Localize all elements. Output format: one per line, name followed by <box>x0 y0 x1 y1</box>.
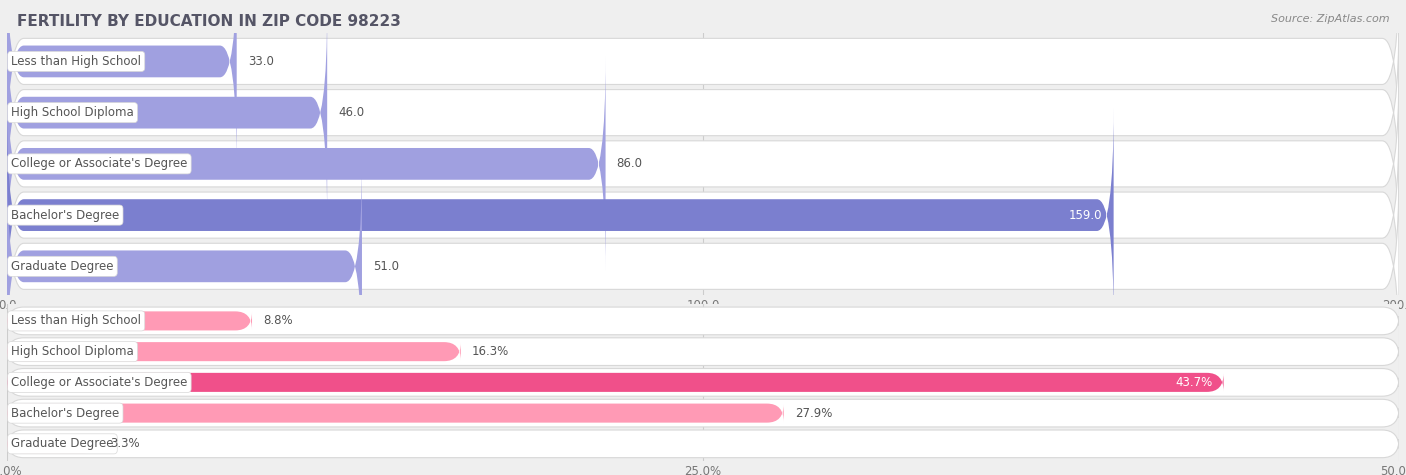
FancyBboxPatch shape <box>7 369 1399 396</box>
FancyBboxPatch shape <box>7 307 1399 335</box>
Text: High School Diploma: High School Diploma <box>11 106 134 119</box>
FancyBboxPatch shape <box>7 0 1399 162</box>
Text: Bachelor's Degree: Bachelor's Degree <box>11 407 120 419</box>
Text: 33.0: 33.0 <box>247 55 274 68</box>
Text: 27.9%: 27.9% <box>794 407 832 419</box>
Text: Bachelor's Degree: Bachelor's Degree <box>11 209 120 222</box>
FancyBboxPatch shape <box>7 159 361 373</box>
FancyBboxPatch shape <box>7 399 1399 427</box>
Text: FERTILITY BY EDUCATION IN ZIP CODE 98223: FERTILITY BY EDUCATION IN ZIP CODE 98223 <box>17 14 401 29</box>
Text: Less than High School: Less than High School <box>11 55 141 68</box>
Text: 159.0: 159.0 <box>1069 209 1102 222</box>
FancyBboxPatch shape <box>7 0 236 169</box>
Text: Less than High School: Less than High School <box>11 314 141 327</box>
Text: 86.0: 86.0 <box>617 157 643 171</box>
Text: College or Associate's Degree: College or Associate's Degree <box>11 376 187 389</box>
FancyBboxPatch shape <box>7 373 1223 392</box>
FancyBboxPatch shape <box>7 57 606 271</box>
FancyBboxPatch shape <box>7 342 461 361</box>
Text: 16.3%: 16.3% <box>472 345 509 358</box>
Text: 46.0: 46.0 <box>339 106 364 119</box>
FancyBboxPatch shape <box>7 338 1399 365</box>
Text: 43.7%: 43.7% <box>1175 376 1212 389</box>
Text: High School Diploma: High School Diploma <box>11 345 134 358</box>
FancyBboxPatch shape <box>7 115 1399 315</box>
FancyBboxPatch shape <box>7 404 783 423</box>
FancyBboxPatch shape <box>7 6 328 220</box>
FancyBboxPatch shape <box>7 108 1114 322</box>
Text: 3.3%: 3.3% <box>110 437 139 450</box>
FancyBboxPatch shape <box>7 430 1399 458</box>
FancyBboxPatch shape <box>7 434 98 453</box>
FancyBboxPatch shape <box>7 64 1399 264</box>
FancyBboxPatch shape <box>7 312 252 331</box>
Text: 51.0: 51.0 <box>373 260 399 273</box>
Text: Graduate Degree: Graduate Degree <box>11 260 114 273</box>
FancyBboxPatch shape <box>7 13 1399 212</box>
Text: 8.8%: 8.8% <box>263 314 292 327</box>
Text: Graduate Degree: Graduate Degree <box>11 437 114 450</box>
Text: College or Associate's Degree: College or Associate's Degree <box>11 157 187 171</box>
FancyBboxPatch shape <box>7 166 1399 366</box>
Text: Source: ZipAtlas.com: Source: ZipAtlas.com <box>1271 14 1389 24</box>
